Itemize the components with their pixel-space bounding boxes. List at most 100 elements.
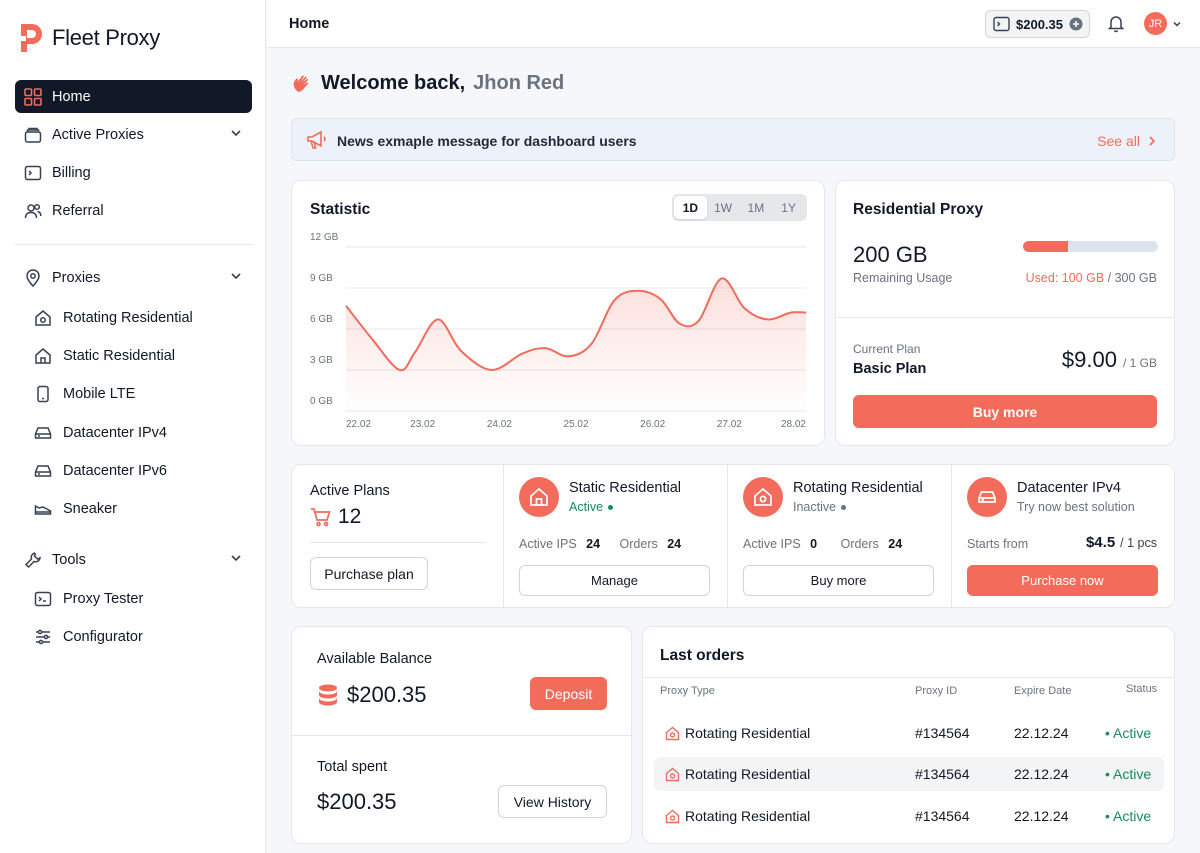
sidebar-item-home[interactable]: Home [15, 80, 252, 113]
view-history-button[interactable]: View History [498, 785, 607, 818]
sidebar-item-billing[interactable]: Billing [15, 156, 252, 189]
sidebar-subitem-label: Sneaker [63, 501, 118, 517]
news-banner: News exmaple message for dashboard users… [291, 118, 1175, 161]
tab-1y[interactable]: 1Y [781, 200, 796, 215]
sidebar-subitem-static-residential[interactable]: Static Residential [34, 341, 252, 371]
avatar[interactable]: JR [1144, 12, 1167, 35]
usage-progress-fill [1023, 241, 1068, 252]
page-title: Home [289, 16, 330, 32]
purchase-plan-button[interactable]: Purchase plan [310, 557, 428, 590]
residential-proxy-card: Residential Proxy 200 GB Remaining Usage… [835, 180, 1175, 446]
table-row[interactable]: Rotating Residential #134564 22.12.24 • … [654, 716, 1164, 750]
sidebar-divider [15, 244, 252, 245]
see-all-link[interactable]: See all [1097, 133, 1156, 149]
sidebar-item-label: Proxies [52, 269, 101, 286]
y-tick-label: 6 GB [310, 314, 333, 325]
table-row[interactable]: Rotating Residential #134564 22.12.24 • … [654, 799, 1164, 833]
sidebar-item-tools[interactable]: Tools [15, 543, 252, 576]
usage-chart: 12 GB 9 GB 6 GB 3 GB 0 GB 22.02 23.02 24.02 25.0… [310, 232, 806, 430]
tab-1w[interactable]: 1W [714, 200, 733, 215]
plan-subtitle: Try now best solution [1017, 500, 1135, 514]
ips-value: 0 [810, 537, 818, 551]
sidebar-item-referral[interactable]: Referral [15, 194, 252, 227]
column-divider [727, 465, 728, 607]
sidebar-item-active-proxies[interactable]: Active Proxies [15, 118, 252, 151]
total-spent-label: Total spent [317, 759, 388, 775]
total-label: / 300 GB [1107, 271, 1157, 285]
location-pin-icon [24, 268, 42, 287]
sidebar-subitem-mobile-lte[interactable]: Mobile LTE [34, 379, 252, 409]
sidebar-subitem-datacenter-ipv6[interactable]: Datacenter IPv6 [34, 456, 252, 486]
stack-icon [24, 126, 42, 144]
sidebar-subitem-datacenter-ipv4[interactable]: Datacenter IPv4 [34, 418, 252, 448]
plan-title: Datacenter IPv4 [1017, 480, 1121, 496]
plan-icon-circle [967, 477, 1007, 517]
sidebar-subitem-label: Proxy Tester [63, 591, 144, 607]
sidebar-item-label: Home [52, 88, 91, 105]
orders-label: Orders [619, 537, 658, 551]
current-plan-name: Basic Plan [853, 361, 927, 377]
server-icon [34, 424, 52, 442]
x-tick-label: 26.02 [640, 419, 665, 430]
statistic-card: Statistic 1D 1W 1M 1Y 12 GB 9 GB 6 GB 3 GB 0… [291, 180, 825, 446]
deposit-button[interactable]: Deposit [530, 677, 607, 710]
x-tick-label: 23.02 [410, 419, 435, 430]
logo[interactable]: Fleet Proxy [18, 22, 160, 54]
sidebar-subitem-rotating-residential[interactable]: Rotating Residential [34, 303, 252, 333]
x-tick-label: 25.02 [563, 419, 588, 430]
plan-icon-circle [519, 477, 559, 517]
header-balance-value: $200.35 [1016, 16, 1063, 32]
manage-button[interactable]: Manage [519, 565, 710, 596]
status-text: Active [1113, 725, 1152, 741]
cell-expire-date: 22.12.24 [1014, 725, 1069, 741]
logo-text: Fleet Proxy [52, 25, 160, 50]
last-orders-card: Last orders Proxy Type Proxy ID Expire D… [642, 626, 1175, 844]
purchase-now-button[interactable]: Purchase now [967, 565, 1158, 596]
sidebar-subitem-sneaker[interactable]: Sneaker [34, 494, 252, 524]
server-icon [978, 491, 996, 503]
sidebar-subitem-configurator[interactable]: Configurator [34, 622, 252, 652]
rotating-residential-plan: Rotating Residential Inactive Active IPS… [728, 465, 951, 607]
plan-icon-circle [743, 477, 783, 517]
column-header-expire-date: Expire Date [1014, 685, 1072, 697]
sidebar-subitem-label: Mobile LTE [63, 386, 136, 402]
house-rotate-icon [754, 487, 772, 506]
bell-icon[interactable] [1107, 14, 1125, 33]
price-unit: / 1 pcs [1120, 536, 1157, 550]
plan-stats: Active IPS 24 Orders 24 [519, 537, 681, 551]
header-balance[interactable]: $200.35 [985, 10, 1090, 38]
active-plans-count: 12 [310, 505, 361, 529]
current-plan-label: Current Plan [853, 342, 921, 356]
chevron-right-icon [1149, 136, 1156, 146]
coins-icon [319, 684, 337, 706]
usage-text: Used: 100 GB / 300 GB [1026, 271, 1157, 285]
sidebar-subitem-proxy-tester[interactable]: Proxy Tester [34, 584, 252, 614]
starts-from-label: Starts from [967, 537, 1029, 551]
ips-value: 24 [586, 537, 601, 551]
status-badge: Inactive [793, 500, 847, 514]
chevron-down-icon[interactable] [1172, 19, 1182, 29]
sidebar-item-proxies[interactable]: Proxies [15, 261, 252, 294]
cell-expire-date: 22.12.24 [1014, 766, 1069, 782]
buy-more-button[interactable]: Buy more [853, 395, 1157, 428]
static-residential-plan: Static Residential Active Active IPS 24 … [504, 465, 727, 607]
table-row[interactable]: Rotating Residential #134564 22.12.24 • … [654, 757, 1164, 791]
wallet-icon [993, 16, 1010, 32]
tab-1d[interactable]: 1D [674, 196, 707, 219]
cell-proxy-id: #134564 [915, 766, 970, 782]
plus-circle-icon[interactable] [1069, 17, 1083, 31]
plan-price-unit: / 1 GB [1122, 356, 1157, 370]
chevron-down-icon[interactable] [230, 552, 242, 564]
sidebar-item-label: Billing [52, 164, 91, 181]
chevron-down-icon[interactable] [230, 270, 242, 282]
buy-more-plan-button[interactable]: Buy more [743, 565, 934, 596]
tab-1m[interactable]: 1M [747, 200, 765, 215]
status-dot [608, 505, 614, 511]
house-rotate-icon [665, 767, 680, 782]
house-icon [34, 347, 52, 365]
chevron-down-icon[interactable] [230, 127, 242, 139]
status-badge: Active [569, 500, 614, 514]
x-tick-label: 28.02 [781, 419, 806, 430]
plan-price: $9.00 / 1 GB [1062, 347, 1157, 373]
column-header-proxy-type: Proxy Type [660, 685, 715, 697]
